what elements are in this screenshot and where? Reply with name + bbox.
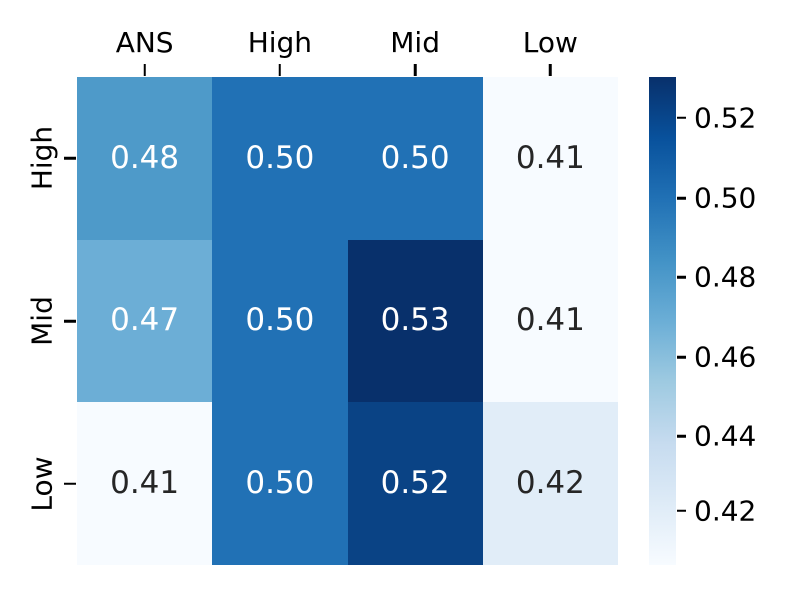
heatmap-cell-low-mid: 0.52 — [347, 402, 483, 565]
heatmap-cell-mid-high: 0.50 — [212, 239, 348, 403]
row-label-low: Low — [25, 456, 59, 512]
colorbar-tick-0.50 — [677, 196, 686, 200]
colorbar-tick-label-0.48: 0.48 — [694, 260, 757, 294]
heatmap-cell-low-high: 0.50 — [212, 402, 348, 565]
column-label-ans: ANS — [115, 26, 174, 59]
column-tick-ans — [143, 64, 146, 76]
colorbar-gradient — [649, 77, 676, 565]
heatmap-grid: 0.48 0.50 0.50 0.41 0.47 0.50 0.53 0.41 0.41 0.50… — [77, 77, 618, 565]
colorbar-tick-label-0.52: 0.52 — [694, 101, 757, 135]
cell-value-label: 0.42 — [515, 465, 585, 502]
cell-value-label: 0.52 — [380, 465, 450, 502]
cell-value-label: 0.50 — [245, 465, 315, 502]
heatmap-cell-mid-mid: 0.53 — [347, 239, 483, 403]
heatmap-cell-mid-ans: 0.47 — [77, 239, 213, 403]
row-tick-high — [64, 157, 76, 160]
heatmap-cell-low-low: 0.42 — [482, 402, 618, 565]
cell-value-label: 0.53 — [380, 302, 450, 339]
colorbar-tick-label-0.50: 0.50 — [694, 181, 757, 215]
colorbar-tick-label-0.44: 0.44 — [694, 419, 757, 453]
row-label-high: High — [25, 126, 59, 191]
cell-value-label: 0.47 — [110, 302, 180, 339]
colorbar-tick-0.42 — [677, 509, 686, 513]
cell-value-label: 0.41 — [110, 465, 180, 502]
row-label-mid: Mid — [25, 296, 59, 346]
column-label-high: High — [247, 26, 313, 59]
column-tick-high — [278, 64, 282, 76]
heatmap-cell-high-ans: 0.48 — [77, 77, 213, 240]
heatmap-cell-mid-low: 0.41 — [482, 239, 618, 403]
cell-value-label: 0.50 — [245, 139, 315, 176]
heatmap-cell-low-ans: 0.41 — [77, 402, 213, 565]
row-tick-mid — [64, 319, 76, 323]
cell-value-label: 0.41 — [515, 302, 585, 339]
heatmap-cell-high-mid: 0.50 — [347, 77, 483, 240]
column-tick-low — [549, 64, 552, 76]
column-label-low: Low — [522, 26, 578, 59]
column-label-mid: Mid — [390, 26, 440, 59]
heatmap-cell-high-low: 0.41 — [482, 77, 618, 240]
colorbar-tick-label-0.42: 0.42 — [694, 494, 757, 528]
row-tick-low — [64, 482, 76, 485]
colorbar-tick-0.52 — [677, 116, 686, 120]
colorbar-tick-0.46 — [677, 355, 686, 359]
cell-value-label: 0.41 — [515, 139, 585, 176]
column-tick-mid — [413, 64, 417, 76]
colorbar-tick-0.44 — [677, 434, 686, 438]
cell-value-label: 0.50 — [245, 302, 315, 339]
colorbar-tick-label-0.46: 0.46 — [694, 340, 757, 374]
cell-value-label: 0.48 — [110, 139, 180, 176]
colorbar-tick-0.48 — [677, 275, 686, 279]
heatmap-cell-high-high: 0.50 — [212, 77, 348, 240]
cell-value-label: 0.50 — [380, 139, 450, 176]
